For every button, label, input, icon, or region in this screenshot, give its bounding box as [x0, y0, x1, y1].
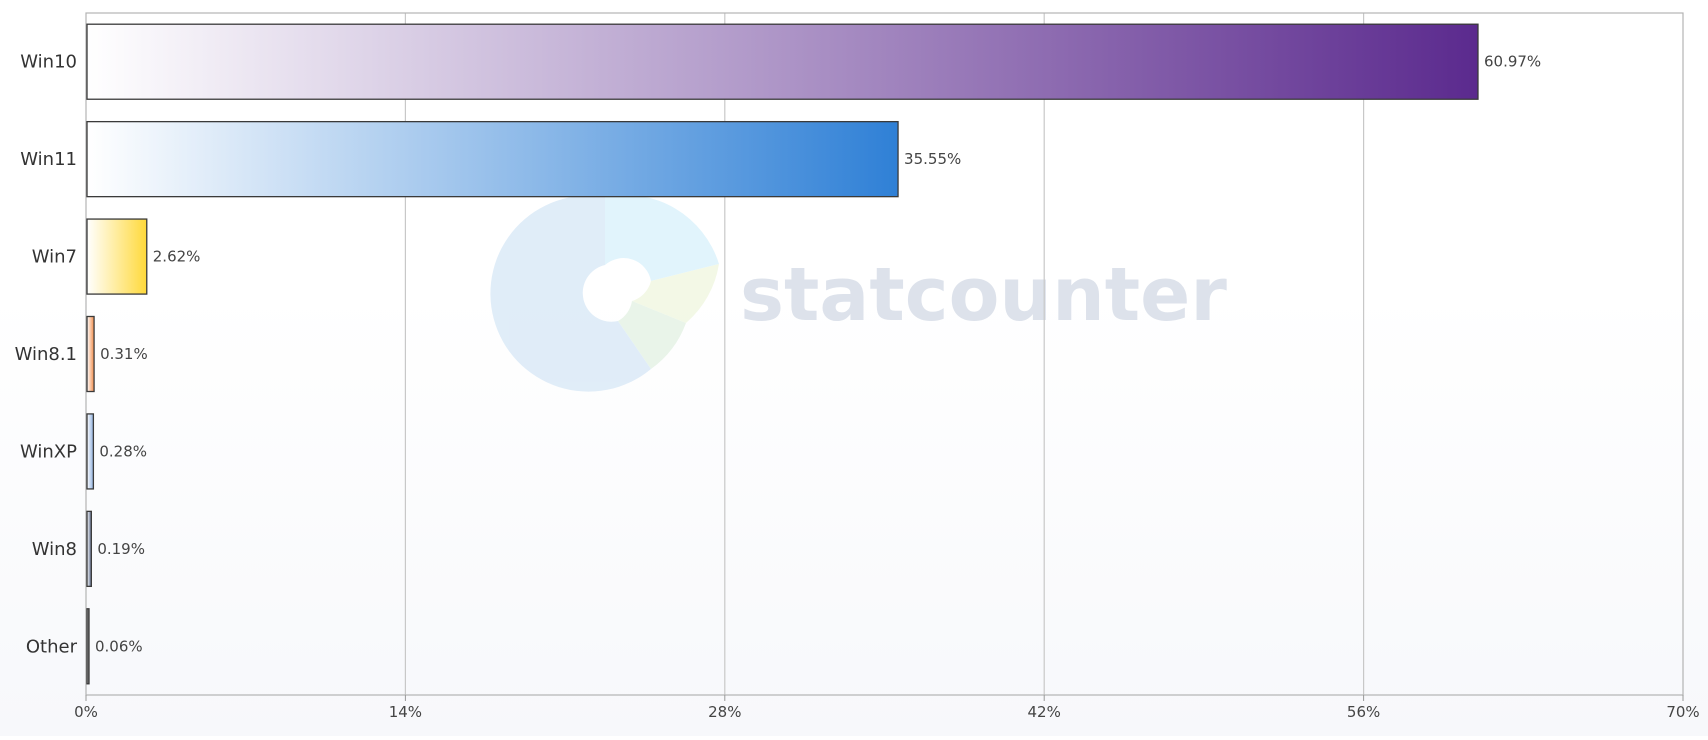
bar-winxp[interactable] — [86, 413, 95, 490]
category-label: Win11 — [20, 149, 77, 170]
bar-value-label: 0.19% — [97, 540, 145, 558]
bar-win8[interactable] — [86, 510, 92, 588]
bar-value-label: 0.31% — [100, 345, 148, 363]
x-tick-label: 56% — [1347, 703, 1380, 721]
bar-win8-1[interactable] — [86, 315, 95, 393]
bar-value-label: 0.06% — [95, 637, 143, 655]
category-label: Win8 — [32, 539, 77, 560]
bar-win11[interactable] — [86, 120, 899, 198]
bar-value-label: 60.97% — [1484, 53, 1541, 71]
category-label: Win10 — [20, 52, 77, 73]
bars: 60.97% 35.55% 2.62% 0.31% 0.28% 0.19% 0.06% — [86, 23, 1541, 685]
watermark-text: statcounter — [740, 252, 1227, 338]
bar-value-label: 0.28% — [99, 442, 147, 460]
x-tick-label: 42% — [1028, 703, 1061, 721]
category-label: WinXP — [20, 441, 77, 462]
category-label: Other — [26, 636, 78, 657]
watermark-logo-icon — [490, 194, 719, 392]
x-tick-label: 28% — [708, 703, 741, 721]
bar-win7[interactable] — [86, 218, 148, 295]
bar-value-label: 2.62% — [153, 248, 201, 266]
bar-value-label: 35.55% — [904, 150, 961, 168]
statcounter-watermark: statcounter — [490, 194, 1227, 392]
plot-area-frame — [85, 12, 1684, 696]
category-label: Win8.1 — [15, 344, 77, 365]
bar-win10[interactable] — [86, 23, 1479, 100]
y-axis: Win10 Win11 Win7 Win8.1 WinXP Win8 Other — [15, 52, 78, 658]
x-tick-label: 14% — [389, 703, 422, 721]
category-label: Win7 — [32, 247, 77, 268]
x-axis: 0% 14% 28% 42% 56% 70% — [74, 695, 1700, 721]
x-tick-label: 0% — [74, 703, 98, 721]
bar-other[interactable] — [86, 608, 90, 685]
x-tick-label: 70% — [1666, 703, 1699, 721]
